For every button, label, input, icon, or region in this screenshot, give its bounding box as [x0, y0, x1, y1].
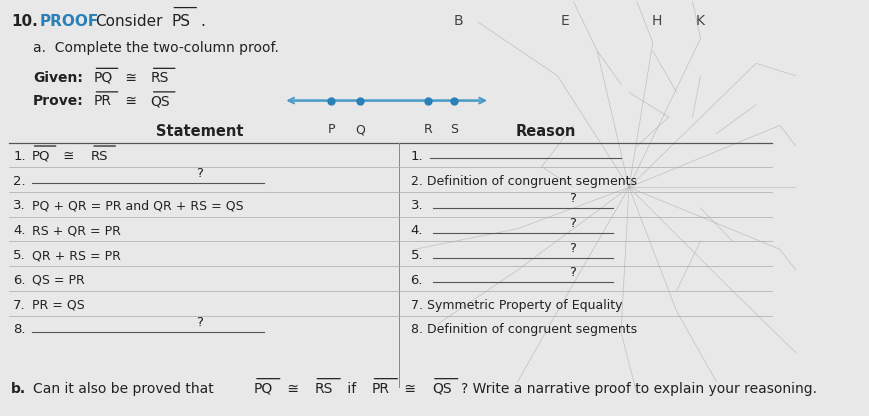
Text: PR = QS: PR = QS — [31, 299, 84, 312]
Text: 2.: 2. — [13, 175, 26, 188]
Text: if: if — [343, 382, 361, 396]
Text: PS: PS — [171, 14, 190, 29]
Text: Consider: Consider — [95, 14, 163, 29]
Text: 1.: 1. — [13, 150, 26, 163]
Text: R: R — [423, 123, 433, 136]
Text: QS: QS — [150, 94, 170, 109]
Text: 2. Definition of congruent segments: 2. Definition of congruent segments — [410, 175, 636, 188]
Text: 5.: 5. — [410, 249, 423, 262]
Text: 6.: 6. — [13, 274, 26, 287]
Text: ≅: ≅ — [401, 382, 421, 396]
Text: PR: PR — [372, 382, 389, 396]
Text: ? Write a narrative proof to explain your reasoning.: ? Write a narrative proof to explain you… — [461, 382, 817, 396]
Text: QS: QS — [432, 382, 452, 396]
Text: ?: ? — [569, 217, 576, 230]
Text: Prove:: Prove: — [33, 94, 84, 109]
Text: 8.: 8. — [13, 323, 26, 337]
Text: Reason: Reason — [515, 124, 576, 139]
Text: E: E — [561, 14, 570, 28]
Text: ?: ? — [569, 242, 576, 255]
Text: RS: RS — [315, 382, 333, 396]
Text: PQ: PQ — [31, 150, 50, 163]
Text: K: K — [696, 14, 705, 28]
Text: .: . — [200, 14, 205, 29]
Text: RS: RS — [150, 71, 169, 85]
Text: ?: ? — [196, 167, 202, 180]
Text: B: B — [454, 14, 463, 28]
Text: Statement: Statement — [156, 124, 243, 139]
Text: PQ: PQ — [254, 382, 273, 396]
Text: ≅: ≅ — [121, 94, 141, 109]
Text: QR + RS = PR: QR + RS = PR — [31, 249, 121, 262]
Text: ≅: ≅ — [58, 150, 78, 163]
Text: 6.: 6. — [410, 274, 423, 287]
Text: ≅: ≅ — [121, 71, 141, 85]
Text: QS = PR: QS = PR — [31, 274, 84, 287]
Text: 7. Symmetric Property of Equality: 7. Symmetric Property of Equality — [410, 299, 622, 312]
Text: PROOF: PROOF — [39, 14, 99, 29]
Text: b.: b. — [11, 382, 26, 396]
Text: 5.: 5. — [13, 249, 26, 262]
Text: 1.: 1. — [410, 150, 423, 163]
Text: PR: PR — [94, 94, 111, 109]
Text: a.  Complete the two-column proof.: a. Complete the two-column proof. — [33, 41, 279, 54]
Text: 7.: 7. — [13, 299, 26, 312]
Text: RS + QR = PR: RS + QR = PR — [31, 224, 121, 237]
Text: RS: RS — [91, 150, 109, 163]
Text: Can it also be proved that: Can it also be proved that — [33, 382, 214, 396]
Text: PQ: PQ — [94, 71, 113, 85]
Text: Q: Q — [355, 123, 365, 136]
Text: 4.: 4. — [13, 224, 26, 237]
Text: P: P — [328, 123, 335, 136]
Text: 3.: 3. — [410, 199, 423, 213]
Text: 4.: 4. — [410, 224, 423, 237]
Text: Given:: Given: — [33, 71, 83, 85]
Text: ?: ? — [569, 192, 576, 205]
Text: H: H — [652, 14, 662, 28]
Text: PQ + QR = PR and QR + RS = QS: PQ + QR = PR and QR + RS = QS — [31, 199, 243, 213]
Text: 10.: 10. — [11, 14, 37, 29]
Text: S: S — [450, 123, 458, 136]
Text: ?: ? — [196, 316, 202, 329]
Text: 3.: 3. — [13, 199, 26, 213]
Text: ?: ? — [569, 266, 576, 280]
Text: 8. Definition of congruent segments: 8. Definition of congruent segments — [410, 323, 637, 337]
Text: ≅: ≅ — [282, 382, 303, 396]
